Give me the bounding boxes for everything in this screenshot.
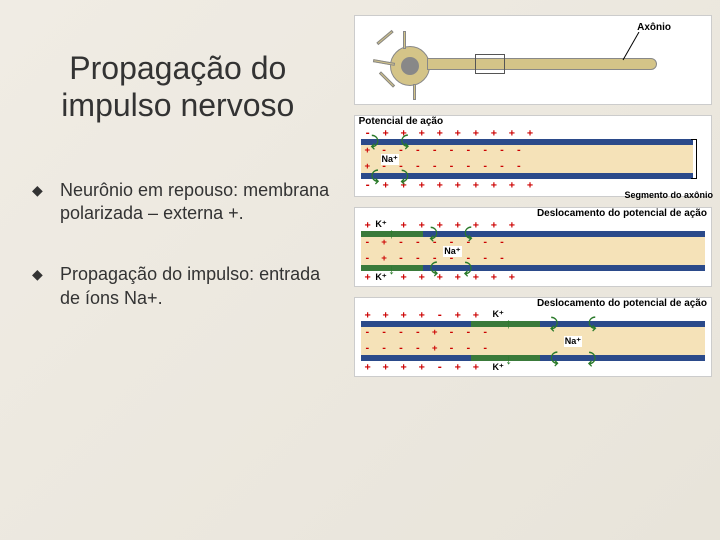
dendrite	[376, 30, 393, 45]
dendrite	[403, 31, 406, 49]
charges-inner-top: - + - - - - - - -	[361, 238, 705, 248]
ion-na-label: Na⁺	[443, 246, 461, 257]
arrow-icon: ↓	[388, 261, 395, 277]
charges-inner-bot: + - - - - - - - - -	[361, 162, 693, 172]
membrane-segment	[361, 173, 421, 179]
ion-na-label: Na⁺	[381, 154, 399, 165]
ion-k-label: K⁺	[491, 362, 504, 373]
arrow-icon: ⤸	[464, 260, 472, 277]
panel-title: Potencial de ação	[355, 116, 711, 127]
slide-title: Propagação do impulso nervoso	[20, 50, 336, 124]
bullet-item: Neurônio em repouso: membrana polarizada…	[32, 179, 336, 226]
charges-outer-top: + + + + - + + +	[361, 310, 705, 320]
axon-panel-3: Deslocamento do potencial de ação + + + …	[354, 297, 712, 377]
ion-na-label: Na⁺	[564, 336, 582, 347]
charges-outer-top: + - + + + + + + +	[361, 220, 705, 230]
axon-segment-marker	[475, 54, 505, 74]
arrow-icon: ⤹	[550, 350, 558, 367]
figure-column: Axônio Potencial de ação - + + + + + + +…	[346, 0, 720, 540]
panel-title: Deslocamento do potencial de ação	[355, 208, 711, 219]
bullet-item: Propagação do impulso: entrada de íons N…	[32, 263, 336, 310]
slide: Propagação do impulso nervoso Neurônio e…	[0, 0, 720, 540]
dendrite	[413, 84, 416, 100]
membrane-diagram: + + + + - + + + - - - - + - - - - - - - …	[361, 321, 705, 361]
text-column: Propagação do impulso nervoso Neurônio e…	[0, 0, 346, 540]
axon-panel-2: Deslocamento do potencial de ação + - + …	[354, 207, 712, 287]
membrane-segment	[485, 265, 705, 271]
arrow-icon: ⤹	[371, 168, 379, 185]
charges-outer-bot: + + + + - + + +	[361, 362, 705, 372]
charges-inner-bot: - + - - - - - - -	[361, 254, 705, 264]
bracket-label: Segmento do axônio	[624, 190, 713, 200]
charges-inner-top: - - - - + - - -	[361, 328, 705, 338]
panel-title: Deslocamento do potencial de ação	[355, 298, 711, 309]
arrow-icon: ↑	[388, 225, 395, 241]
label-line-icon	[621, 32, 641, 62]
membrane-bottom	[361, 265, 705, 271]
bullet-list: Neurônio em repouso: membrana polarizada…	[20, 179, 336, 311]
membrane-diagram: - + + + + + + + + + + - - - - - - - - - …	[361, 139, 693, 179]
arrow-icon: ↑	[505, 315, 512, 331]
ion-k-label: K⁺	[491, 309, 504, 320]
axon-panel-1: Potencial de ação - + + + + + + + + + + …	[354, 115, 712, 197]
arrow-icon: ↓	[505, 351, 512, 367]
arrow-icon: ⤹	[588, 315, 596, 332]
arrow-icon: ⤸	[429, 225, 437, 242]
arrow-icon: ⤸	[550, 315, 558, 332]
neuron-diagram: Axônio	[354, 15, 712, 105]
arrow-icon: ⤸	[400, 168, 408, 185]
arrow-icon: ⤹	[464, 225, 472, 242]
bracket-icon	[691, 139, 697, 179]
ion-k-label: K⁺	[374, 219, 387, 230]
membrane-bottom	[361, 173, 693, 179]
axon-label: Axônio	[637, 22, 671, 33]
membrane-bottom	[361, 355, 705, 361]
arrow-icon: ⤹	[400, 133, 408, 150]
arrow-icon: ⤹	[429, 260, 437, 277]
charges-outer-top: - + + + + + + + + +	[361, 128, 693, 138]
neuron-nucleus	[401, 57, 419, 75]
membrane-segment	[420, 173, 693, 179]
membrane-segment	[361, 355, 471, 361]
charges-outer-bot: - + + + + + + + + +	[361, 180, 693, 190]
charges-inner-top: + - - - - - - - - -	[361, 146, 693, 156]
arrow-icon: ⤸	[588, 350, 596, 367]
ion-k-label: K⁺	[374, 272, 387, 283]
charges-outer-bot: + - + + + + + + +	[361, 272, 705, 282]
arrow-icon: ⤸	[371, 133, 379, 150]
membrane-diagram: + - + + + + + + + - + - - - - - - - - + …	[361, 231, 705, 271]
charges-inner-bot: - - - - + - - -	[361, 344, 705, 354]
membrane-segment	[609, 355, 705, 361]
neuron-soma	[390, 46, 430, 86]
